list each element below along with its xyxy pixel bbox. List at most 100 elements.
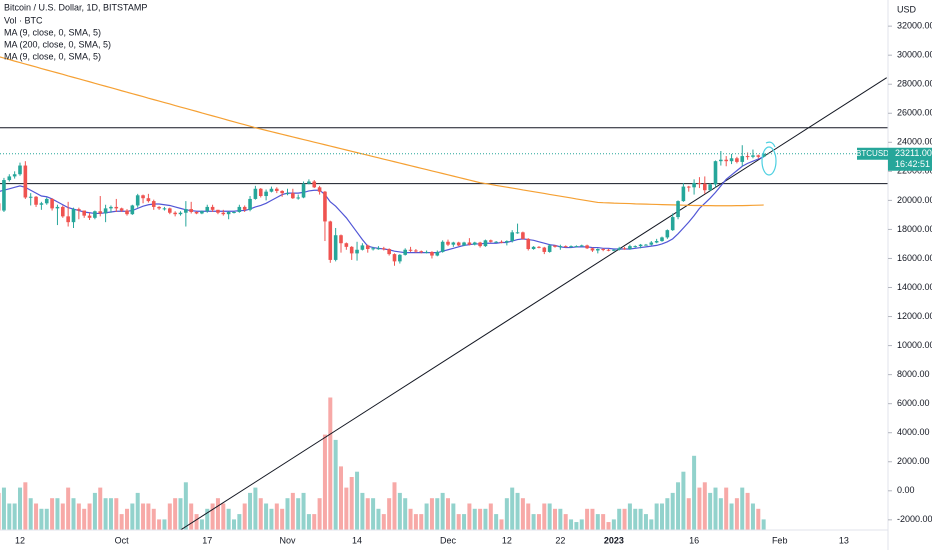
volume-bar [18, 488, 22, 530]
candle-body [671, 217, 675, 230]
volume-bar [692, 456, 696, 530]
candle-body [494, 242, 498, 243]
volume-bar [681, 472, 685, 530]
candle-body [757, 155, 761, 156]
candle-body [457, 242, 461, 245]
candle-body [24, 166, 28, 198]
candle-body [436, 252, 440, 256]
volume-bar [334, 440, 338, 530]
candle-body [484, 240, 488, 246]
volume-bar [510, 488, 514, 530]
candle-body [575, 246, 579, 247]
candle-body [66, 216, 70, 222]
candle-body [115, 207, 119, 208]
volume-bar [29, 498, 33, 530]
volume-bar [280, 509, 284, 530]
candle-body [50, 199, 54, 208]
candle-body [120, 208, 124, 210]
volume-bar [366, 498, 370, 530]
candle-body [307, 182, 311, 184]
candle-body [569, 246, 573, 247]
volume-bar [724, 488, 728, 530]
volume-bar [50, 498, 54, 530]
candle-body [56, 207, 60, 208]
volume-bar [141, 504, 145, 531]
volume-bar [435, 498, 439, 530]
volume-bar [601, 514, 605, 530]
volume-bar [548, 504, 552, 531]
volume-bar [189, 504, 193, 531]
candle-body [692, 183, 696, 187]
volume-bar [302, 493, 306, 530]
volume-bar [494, 514, 498, 530]
volume-bar [649, 519, 653, 530]
x-tick-label: 12 [502, 535, 512, 545]
y-tick-label: 8000.00 [897, 369, 930, 379]
volume-bar [312, 514, 316, 530]
candle-body [585, 245, 589, 248]
volume-bar [72, 498, 76, 530]
candle-body [682, 187, 686, 202]
candle-body [510, 232, 514, 241]
volume-bar [275, 504, 279, 531]
volume-bar [462, 514, 466, 530]
candle-body [147, 198, 151, 201]
volume-bar [125, 509, 129, 530]
volume-bar [564, 514, 568, 530]
countdown-label: 16:42:51 [895, 159, 930, 169]
candle-body [714, 161, 718, 184]
volume-bar [248, 493, 252, 530]
volume-bar [414, 514, 418, 530]
volume-bar [590, 509, 594, 530]
volume-bar [66, 488, 70, 530]
y-tick-label: 32000.00 [897, 21, 932, 31]
chart-title: Bitcoin / U.S. Dollar, 1D, BITSTAMP [4, 2, 147, 12]
candle-body [639, 245, 643, 246]
volume-bar [719, 498, 723, 530]
volume-bar [136, 493, 140, 530]
candle-body [628, 246, 632, 249]
legend-entry: MA (9, close, 0, SMA, 5) [4, 27, 101, 37]
candle-body [553, 245, 557, 246]
candle-body [361, 245, 365, 249]
candle-body [345, 243, 349, 247]
candle-body [243, 207, 247, 210]
volume-bar [104, 498, 108, 530]
candle-body [179, 213, 183, 214]
volume-bar [162, 519, 166, 530]
y-tick-label: 28000.00 [897, 79, 932, 89]
candle-body [302, 184, 306, 198]
volume-bar [655, 504, 659, 531]
candle-body [125, 211, 129, 215]
candle-body [13, 174, 17, 176]
volume-bar [585, 509, 589, 530]
volume-bar [344, 488, 348, 530]
volume-bar [77, 504, 81, 531]
volume-bar [393, 482, 397, 530]
candle-body [8, 176, 12, 180]
volume-bar [714, 488, 718, 530]
volume-bar [387, 498, 391, 530]
candle-body [387, 249, 391, 254]
volume-bar [109, 498, 113, 530]
candle-body [548, 245, 552, 252]
volume-bar [639, 509, 643, 530]
candle-body [644, 245, 648, 246]
volume-bar [730, 504, 734, 531]
volume-bar [259, 498, 263, 530]
x-tick-label: Dec [440, 535, 457, 545]
candle-body [189, 209, 193, 212]
candle-body [296, 197, 300, 198]
candle-body [564, 246, 568, 247]
volume-bar [457, 514, 461, 530]
candle-body [131, 205, 135, 214]
volume-bar [120, 514, 124, 530]
candle-body [468, 242, 472, 244]
candle-body [98, 211, 102, 213]
candle-body [430, 252, 434, 256]
candle-body [607, 250, 611, 251]
volume-bar [526, 504, 530, 531]
x-tick-label: 12 [15, 535, 25, 545]
candle-body [72, 209, 76, 222]
